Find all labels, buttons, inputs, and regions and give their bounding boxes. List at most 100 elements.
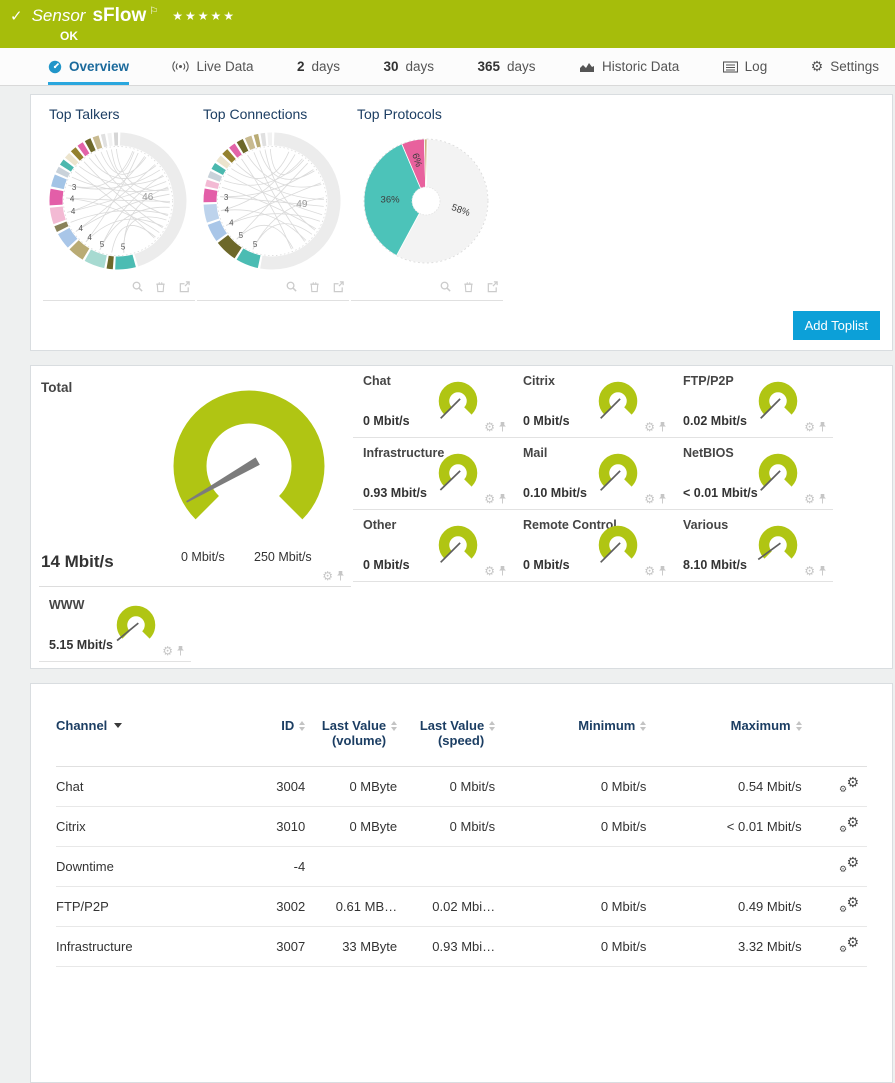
channel-gauge-tile[interactable]: Citrix 0 Mbit/s ⚙ — [513, 366, 673, 438]
pin-icon[interactable] — [658, 565, 667, 577]
column-label: Minimum — [578, 718, 635, 733]
zoom-icon[interactable] — [131, 280, 144, 293]
column-header-last-value-volume[interactable]: Last Value(volume) — [305, 702, 397, 767]
channel-settings-icon[interactable]: ⚙⚙ — [839, 896, 859, 914]
export-icon[interactable] — [178, 280, 191, 293]
cell-last-speed — [397, 847, 495, 887]
svg-text:5: 5 — [100, 240, 105, 249]
gear-icon[interactable]: ⚙ — [804, 493, 815, 505]
channel-gauge-tile[interactable]: FTP/P2P 0.02 Mbit/s ⚙ — [673, 366, 833, 438]
channel-gauge-chart — [113, 599, 159, 651]
live-data-icon — [172, 60, 189, 73]
gauge-tile-total[interactable]: Total 0 Mbit/s 250 Mbit/s 14 Mbit/s ⚙ — [39, 374, 351, 587]
tab-overview[interactable]: Overview — [48, 48, 129, 85]
svg-text:4: 4 — [79, 224, 84, 233]
channel-gauge-tile[interactable]: Remote Control 0 Mbit/s ⚙ — [513, 510, 673, 582]
table-row[interactable]: Chat 3004 0 MByte 0 Mbit/s 0 Mbit/s 0.54… — [56, 767, 867, 807]
gear-icon[interactable]: ⚙ — [804, 565, 815, 577]
delete-icon[interactable] — [462, 280, 475, 293]
pin-icon[interactable] — [818, 421, 827, 433]
pin-icon[interactable] — [498, 565, 507, 577]
total-gauge-chart — [154, 386, 344, 544]
cell-minimum: 0 Mbit/s — [495, 767, 646, 807]
gear-icon[interactable]: ⚙ — [644, 421, 655, 433]
cell-maximum: 0.54 Mbit/s — [646, 767, 801, 807]
svg-text:4: 4 — [87, 233, 92, 242]
zoom-icon[interactable] — [285, 280, 298, 293]
gear-icon[interactable]: ⚙ — [644, 493, 655, 505]
cell-last-volume: 0 MByte — [305, 807, 397, 847]
priority-stars[interactable]: ★★★★★ — [172, 9, 236, 23]
pin-icon[interactable] — [176, 645, 185, 657]
tab-label: Log — [745, 59, 768, 74]
tab-live-data[interactable]: Live Data — [172, 48, 253, 85]
gear-icon[interactable]: ⚙ — [162, 645, 173, 657]
add-toplist-button[interactable]: Add Toplist — [793, 311, 880, 340]
channel-gauge-tile[interactable]: Mail 0.10 Mbit/s ⚙ — [513, 438, 673, 510]
gear-icon[interactable]: ⚙ — [804, 421, 815, 433]
toplist-toolbar — [43, 279, 195, 298]
export-icon[interactable] — [332, 280, 345, 293]
tab-log[interactable]: Log — [723, 48, 768, 85]
channel-gauge-tile[interactable]: NetBIOS < 0.01 Mbit/s ⚙ — [673, 438, 833, 510]
pin-icon[interactable] — [818, 493, 827, 505]
pin-icon[interactable] — [498, 421, 507, 433]
pin-icon[interactable] — [498, 493, 507, 505]
column-header-maximum[interactable]: Maximum — [646, 702, 801, 767]
channel-gauge-tile[interactable]: Various 8.10 Mbit/s ⚙ — [673, 510, 833, 582]
pin-icon[interactable] — [658, 493, 667, 505]
channel-settings-icon[interactable]: ⚙⚙ — [839, 856, 859, 874]
sensor-name: sFlow — [92, 5, 146, 27]
gear-icon[interactable]: ⚙ — [484, 493, 495, 505]
toplist-toolbar — [197, 279, 349, 298]
channel-gauge-chart — [435, 447, 481, 499]
zoom-icon[interactable] — [439, 280, 452, 293]
delete-icon[interactable] — [308, 280, 321, 293]
column-header-minimum[interactable]: Minimum — [495, 702, 646, 767]
tab-settings[interactable]: ⚙ Settings — [811, 48, 879, 85]
export-icon[interactable] — [486, 280, 499, 293]
table-row[interactable]: Downtime -4 ⚙⚙ — [56, 847, 867, 887]
column-header-last-value-speed[interactable]: Last Value(speed) — [397, 702, 495, 767]
tab-2-days[interactable]: 2 days — [297, 48, 340, 85]
sensor-type-label: Sensor — [32, 6, 86, 26]
delete-icon[interactable] — [154, 280, 167, 293]
cell-channel: Infrastructure — [56, 927, 232, 967]
gear-icon[interactable]: ⚙ — [484, 421, 495, 433]
tab-30-days[interactable]: 30 days — [383, 48, 434, 85]
tab-365-days[interactable]: 365 days — [477, 48, 535, 85]
channel-gauge-chart — [595, 375, 641, 427]
pin-icon[interactable] — [658, 421, 667, 433]
column-header-id[interactable]: ID — [232, 702, 306, 767]
gear-icon[interactable]: ⚙ — [644, 565, 655, 577]
table-row[interactable]: Infrastructure 3007 33 MByte 0.93 Mbi… 0… — [56, 927, 867, 967]
toplist-chart[interactable]: 58%36%6% — [351, 126, 501, 276]
channel-settings-icon[interactable]: ⚙⚙ — [839, 776, 859, 794]
cell-minimum: 0 Mbit/s — [495, 807, 646, 847]
tab-unit: days — [507, 59, 536, 74]
channel-gauge-tile[interactable]: Other 0 Mbit/s ⚙ — [353, 510, 513, 582]
table-row[interactable]: Citrix 3010 0 MByte 0 Mbit/s 0 Mbit/s < … — [56, 807, 867, 847]
column-label: Last Value — [322, 718, 386, 733]
tab-historic-data[interactable]: Historic Data — [579, 48, 679, 85]
column-sublabel: (speed) — [438, 733, 484, 748]
pin-icon[interactable] — [336, 570, 345, 582]
column-header-channel[interactable]: Channel — [56, 702, 232, 767]
channel-gauge-chart — [595, 519, 641, 571]
table-row[interactable]: FTP/P2P 3002 0.61 MB… 0.02 Mbi… 0 Mbit/s… — [56, 887, 867, 927]
channel-settings-icon[interactable]: ⚙⚙ — [839, 936, 859, 954]
channel-gauge-grid: Chat 0 Mbit/s ⚙ Citrix 0 Mbit/s ⚙ FTP/P2… — [353, 366, 833, 582]
channel-gauge-tile[interactable]: WWW 5.15 Mbit/s ⚙ — [39, 590, 191, 662]
flag-icon[interactable]: ⚐ — [149, 6, 158, 17]
pin-icon[interactable] — [818, 565, 827, 577]
channel-gauge-tile[interactable]: Chat 0 Mbit/s ⚙ — [353, 366, 513, 438]
svg-text:49: 49 — [296, 199, 308, 210]
channel-settings-icon[interactable]: ⚙⚙ — [839, 816, 859, 834]
cell-channel: FTP/P2P — [56, 887, 232, 927]
gear-icon[interactable]: ⚙ — [322, 570, 333, 582]
gear-icon[interactable]: ⚙ — [484, 565, 495, 577]
channel-gauge-tile[interactable]: Infrastructure 0.93 Mbit/s ⚙ — [353, 438, 513, 510]
